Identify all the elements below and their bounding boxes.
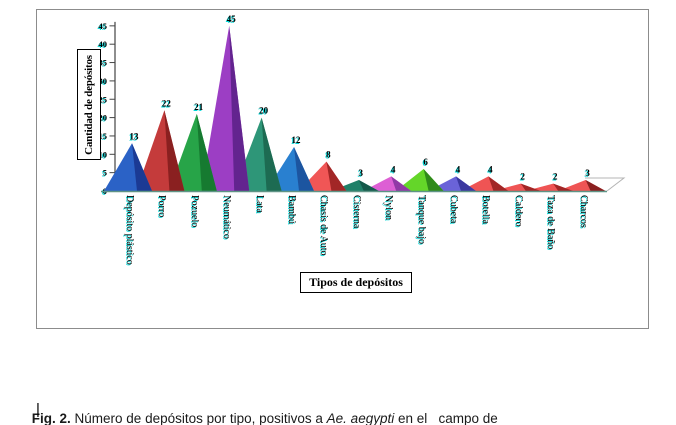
value-label-shadow: 22 xyxy=(161,99,171,109)
y-axis-title-box: Cantidad de depósitos xyxy=(77,49,101,160)
cone-side xyxy=(358,179,379,191)
value-label: 6 xyxy=(423,157,428,167)
value-label: 3 xyxy=(359,168,364,178)
category-label: Pozuelo xyxy=(188,195,200,228)
value-label-shadow: 2 xyxy=(520,173,525,183)
cone-side xyxy=(423,168,444,191)
category-label: Neumático xyxy=(221,195,233,239)
value-label-shadow: 3 xyxy=(358,169,363,179)
value-label: 20 xyxy=(259,106,269,116)
y-tick-label: 5 xyxy=(103,168,107,178)
cone-side xyxy=(553,183,574,191)
cone-side xyxy=(229,25,250,191)
category-label: Chasis de Auto xyxy=(318,195,330,256)
cone-side xyxy=(456,176,476,191)
category-label: Nylon xyxy=(383,195,395,220)
caption-species-italic: Ae. aegypti xyxy=(326,411,395,425)
value-label: 12 xyxy=(292,135,302,145)
value-label-shadow: 12 xyxy=(291,136,301,146)
value-label: 3 xyxy=(585,168,590,178)
value-label-shadow: 2 xyxy=(552,173,557,183)
x-axis-title: Tipos de depósitos xyxy=(309,275,403,289)
y-tick-label-shadow: 15 xyxy=(98,132,107,142)
y-tick-label-shadow: 35 xyxy=(98,59,107,69)
y-tick-label: 20 xyxy=(99,113,108,123)
y-tick-label-shadow: 30 xyxy=(98,77,107,87)
value-label-shadow: 8 xyxy=(325,151,330,161)
pyramid-chart: 0055101015152020252530303535404045451313… xyxy=(98,14,626,197)
value-label: 4 xyxy=(456,164,461,174)
value-label: 2 xyxy=(521,172,526,182)
value-label-shadow: 6 xyxy=(422,158,427,168)
category-label: Porro xyxy=(156,195,168,218)
y-tick-label-shadow: 5 xyxy=(102,169,106,179)
value-label: 2 xyxy=(553,172,558,182)
y-tick-label: 10 xyxy=(99,149,108,159)
cone-side xyxy=(326,161,347,191)
cone-side xyxy=(520,183,541,191)
value-label: 8 xyxy=(326,150,331,160)
category-label: Depósito plástico xyxy=(124,195,135,265)
category-label: Cubeta xyxy=(448,195,459,224)
cone-side xyxy=(261,117,282,191)
cone-side xyxy=(132,143,152,191)
caption-text-a: Número de depósitos por tipo, positivos … xyxy=(70,411,327,425)
y-tick-label: 30 xyxy=(99,76,108,86)
value-label-shadow: 4 xyxy=(390,165,395,175)
value-label-shadow: 21 xyxy=(193,103,203,113)
y-tick-label-shadow: 40 xyxy=(98,40,107,50)
x-axis-title-box: Tipos de depósitos xyxy=(300,272,412,293)
category-label: Tanque bajo xyxy=(415,195,427,245)
value-label-shadow: 4 xyxy=(487,165,492,175)
figure-caption[interactable]: Fig. 2. Número de depósitos por tipo, po… xyxy=(28,356,658,425)
category-label: Lata xyxy=(253,195,265,213)
value-label-shadow: 4 xyxy=(455,165,460,175)
floor-edge xyxy=(585,177,626,192)
y-axis-title: Cantidad de depósitos xyxy=(83,54,95,155)
y-tick-label: 35 xyxy=(99,58,108,68)
cone-side xyxy=(196,113,217,191)
caption-line-1: Fig. 2. Número de depósitos por tipo, po… xyxy=(28,406,658,425)
y-tick-label: 40 xyxy=(99,39,108,49)
caption-fig-label: Fig. 2. xyxy=(28,411,71,425)
cone-side xyxy=(164,110,185,191)
value-label-shadow: 20 xyxy=(258,107,268,117)
cone-side xyxy=(488,176,509,191)
value-label-shadow: 13 xyxy=(129,132,139,142)
cone-side xyxy=(294,146,314,191)
y-tick-label-shadow: 25 xyxy=(98,95,107,105)
value-label-shadow: 3 xyxy=(584,169,589,179)
chart-frame[interactable]: 0055101015152020252530303535404045451313… xyxy=(36,9,649,329)
value-label: 45 xyxy=(227,14,237,24)
category-label: Charcos xyxy=(577,195,589,228)
value-label: 13 xyxy=(130,131,140,141)
value-label: 22 xyxy=(162,98,172,108)
category-label: Bambú xyxy=(286,195,297,224)
value-label: 4 xyxy=(391,164,396,174)
category-label: Botella xyxy=(480,195,492,224)
category-label: Taza de Baño xyxy=(545,195,557,250)
y-tick-label: 15 xyxy=(99,131,108,141)
caption-text-b: en el campo de xyxy=(394,411,498,425)
cone-side xyxy=(391,176,412,191)
category-label: Caldero xyxy=(512,195,524,227)
value-label-shadow: 45 xyxy=(226,15,236,25)
text-cursor: | xyxy=(36,401,40,418)
cone-side xyxy=(585,179,606,191)
value-label: 21 xyxy=(194,102,204,112)
y-tick-label-shadow: 20 xyxy=(98,114,107,124)
category-label: Cisterna xyxy=(350,195,362,229)
y-tick-label: 25 xyxy=(99,94,108,104)
y-tick-label-shadow: 45 xyxy=(98,22,107,32)
y-tick-label-shadow: 10 xyxy=(98,150,107,160)
value-label: 4 xyxy=(488,164,493,174)
y-tick-label: 45 xyxy=(99,21,108,31)
